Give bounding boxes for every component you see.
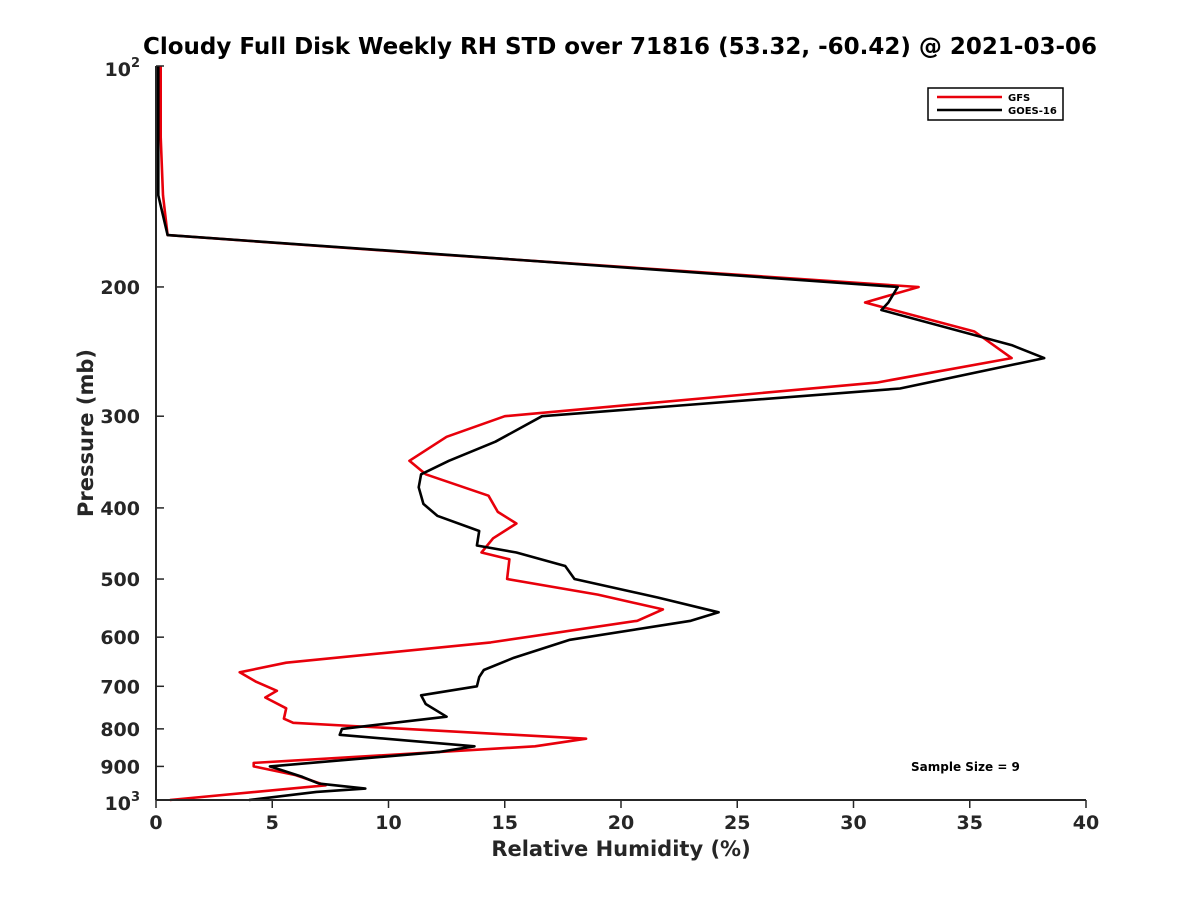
x-tick-label-1: 5 [266, 812, 279, 834]
series-line-gfs [159, 66, 1013, 802]
legend-label-gfs: GFS [1008, 93, 1030, 104]
x-tick-label-4: 20 [608, 812, 634, 834]
y-tick-top-base: 10 [105, 59, 131, 81]
sample-size-annotation: Sample Size = 9 [911, 760, 1020, 774]
legend: GFS GOES-16 [927, 87, 1064, 121]
legend-label-goes16: GOES-16 [1008, 106, 1057, 117]
x-ticks: 0 5 10 15 20 25 30 35 40 [149, 800, 1099, 834]
y-tick-bottom-base: 10 [105, 793, 131, 815]
y-tick-label-bottom: 103 [105, 790, 141, 815]
series-line-goes-16 [157, 66, 1046, 802]
x-tick-label-6: 30 [840, 812, 866, 834]
y-tick-label-900: 900 [100, 756, 140, 778]
x-tick-label-3: 15 [492, 812, 518, 834]
y-tick-label-200: 200 [100, 277, 140, 299]
y-tick-label-300: 300 [100, 406, 140, 428]
y-tick-label-600: 600 [100, 627, 140, 649]
y-tick-label-500: 500 [100, 569, 140, 591]
series-layer [157, 66, 1046, 802]
y-axis-label: Pressure (mb) [74, 349, 98, 517]
legend-box [927, 87, 1064, 121]
x-tick-label-2: 10 [375, 812, 401, 834]
y-tick-top-exp: 2 [131, 56, 140, 71]
y-tick-label-800: 800 [100, 719, 140, 741]
y-tick-label-400: 400 [100, 498, 140, 520]
x-axis-label: Relative Humidity (%) [491, 837, 750, 861]
chart-title: Cloudy Full Disk Weekly RH STD over 7181… [143, 34, 1097, 60]
y-tick-label-top: 102 [105, 56, 141, 81]
x-tick-label-7: 35 [957, 812, 983, 834]
x-tick-label-5: 25 [724, 812, 750, 834]
x-tick-label-0: 0 [149, 812, 162, 834]
y-tick-bottom-exp: 3 [131, 790, 140, 805]
y-tick-label-700: 700 [100, 676, 140, 698]
y-ticks: 200 300 400 500 600 700 800 900 [100, 65, 164, 801]
x-tick-label-8: 40 [1073, 812, 1099, 834]
